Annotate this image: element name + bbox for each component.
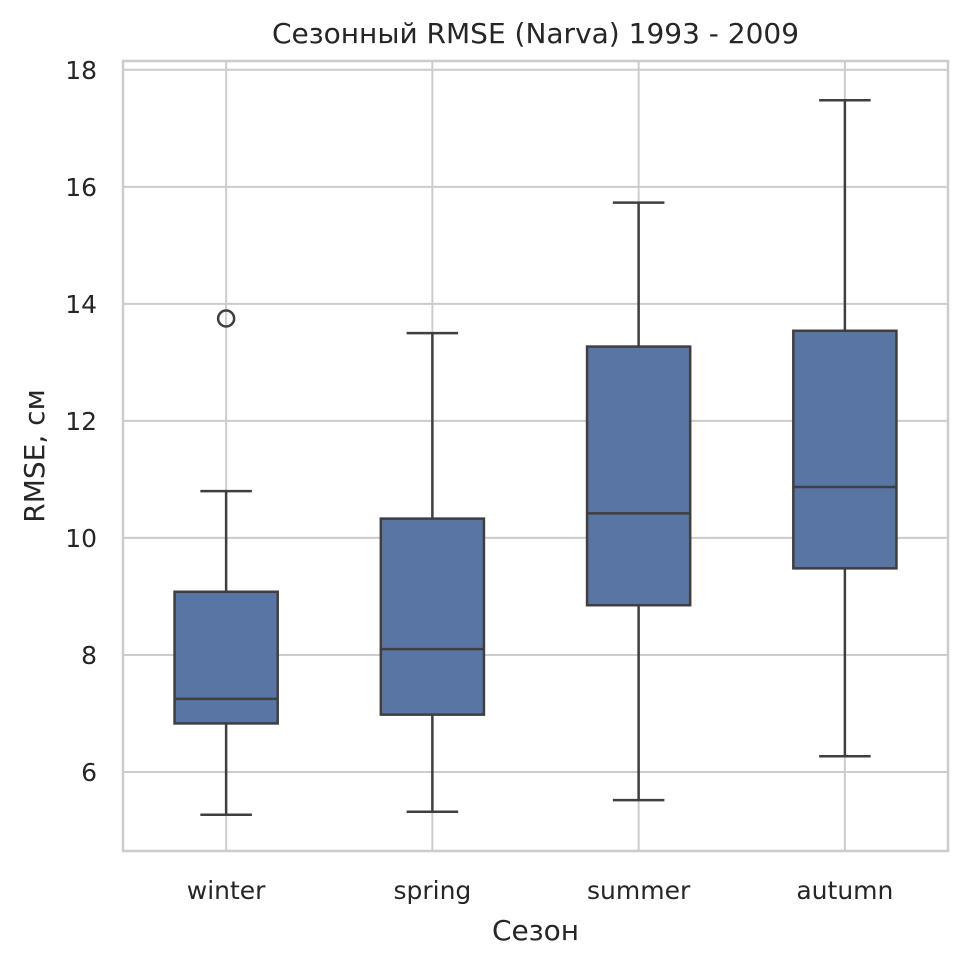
chart-title: Сезонный RMSE (Narva) 1993 - 2009 <box>272 17 799 50</box>
box-autumn <box>792 98 898 758</box>
box-iqr <box>792 329 898 570</box>
box-winter <box>173 309 279 816</box>
box-iqr <box>173 590 279 725</box>
x-tick-label: autumn <box>796 876 893 905</box>
x-tick-label: spring <box>393 876 471 905</box>
y-axis-label: RMSE, см <box>18 389 51 522</box>
y-tick-label: 14 <box>65 290 97 319</box>
y-tick-label: 12 <box>65 407 97 436</box>
box-spring <box>379 331 486 814</box>
boxes-layer <box>173 98 898 816</box>
y-tick-label: 16 <box>65 173 97 202</box>
x-tick-label: summer <box>587 876 691 905</box>
box-summer <box>585 201 692 802</box>
y-tick-label: 8 <box>81 641 97 670</box>
y-tick-label: 10 <box>65 524 97 553</box>
y-tick-label: 18 <box>65 56 97 85</box>
y-tick-labels: 6 8 10 12 14 16 18 <box>65 56 97 787</box>
y-tick-label: 6 <box>81 758 97 787</box>
x-axis-label: Сезон <box>492 914 579 947</box>
x-tick-label: winter <box>187 876 266 905</box>
box-iqr <box>585 345 692 607</box>
x-tick-labels: winter spring summer autumn <box>187 876 894 905</box>
outlier-point <box>216 309 236 328</box>
box-iqr <box>379 517 486 716</box>
plot-frame <box>121 59 950 853</box>
